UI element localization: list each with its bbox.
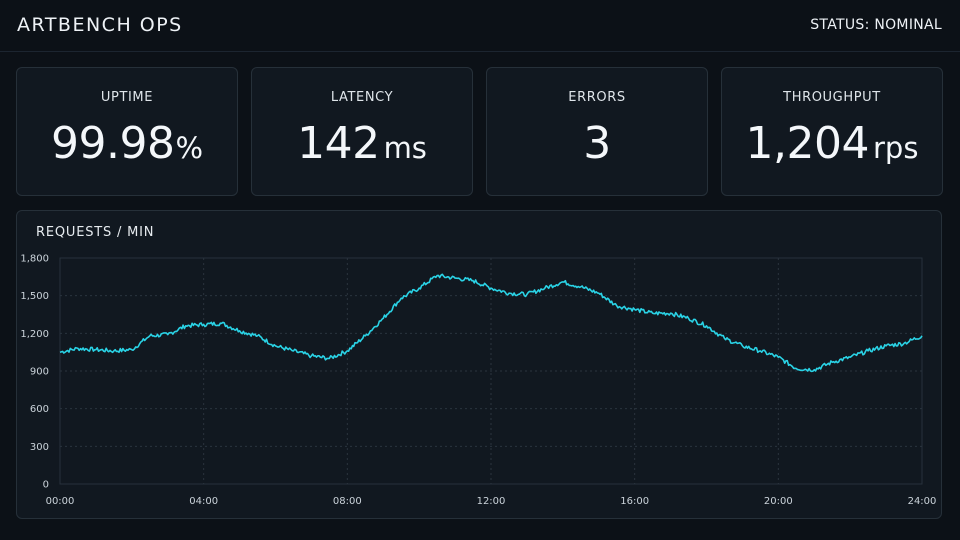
metric-value: 142 ms [252,118,472,169]
requests-chart-panel: REQUESTS / MIN 0 300 600 900 1,200 1,500 1,800… [16,210,942,519]
x-tick-label: 00:00 [46,496,75,507]
requests-line-chart: 0 300 600 900 1,200 1,500 1,800 00:00 04:00 08:00… [20,254,937,508]
metric-label: LATENCY [330,90,394,105]
metric-card-uptime: UPTIME 99.98% [16,67,238,196]
chart-title: REQUESTS / MIN [36,225,155,240]
metric-value: 3 [487,118,707,169]
app-title: ARTBENCH OPS [17,14,183,36]
x-tick-label: 12:00 [477,496,506,507]
x-tick-label: 08:00 [333,496,362,507]
x-tick-label: 24:00 [908,496,937,507]
y-tick-label: 300 [30,442,49,453]
metric-label: ERRORS [568,90,626,105]
status-indicator: STATUS: NOMINAL [810,17,942,33]
metric-card-errors: ERRORS 3 [486,67,708,196]
top-bar: ARTBENCH OPS STATUS: NOMINAL [0,0,960,52]
metric-card-latency: LATENCY 142 ms [251,67,473,196]
metric-value: 99.98% [17,118,237,169]
metric-unit: ms [383,131,427,165]
metric-card-throughput: THROUGHPUT 1,204 rps [721,67,943,196]
metric-number: 99.98 [50,118,175,169]
y-tick-label: 1,200 [20,329,49,340]
y-tick-label: 1,800 [20,254,49,265]
y-tick-label: 1,500 [20,291,49,302]
metric-number: 3 [583,118,611,169]
metric-unit: rps [873,131,919,165]
y-tick-label: 900 [30,367,49,378]
requests-series-line [59,273,923,373]
metric-unit: % [175,131,204,165]
metric-number: 1,204 [745,118,870,169]
y-tick-label: 600 [30,404,49,415]
x-tick-label: 16:00 [620,496,649,507]
x-tick-label: 04:00 [189,496,218,507]
metric-label: THROUGHPUT [783,90,881,105]
y-tick-label: 0 [43,480,49,491]
metric-label: UPTIME [100,90,154,105]
metric-value: 1,204 rps [722,118,942,169]
metric-number: 142 [297,118,380,169]
x-tick-label: 20:00 [764,496,793,507]
